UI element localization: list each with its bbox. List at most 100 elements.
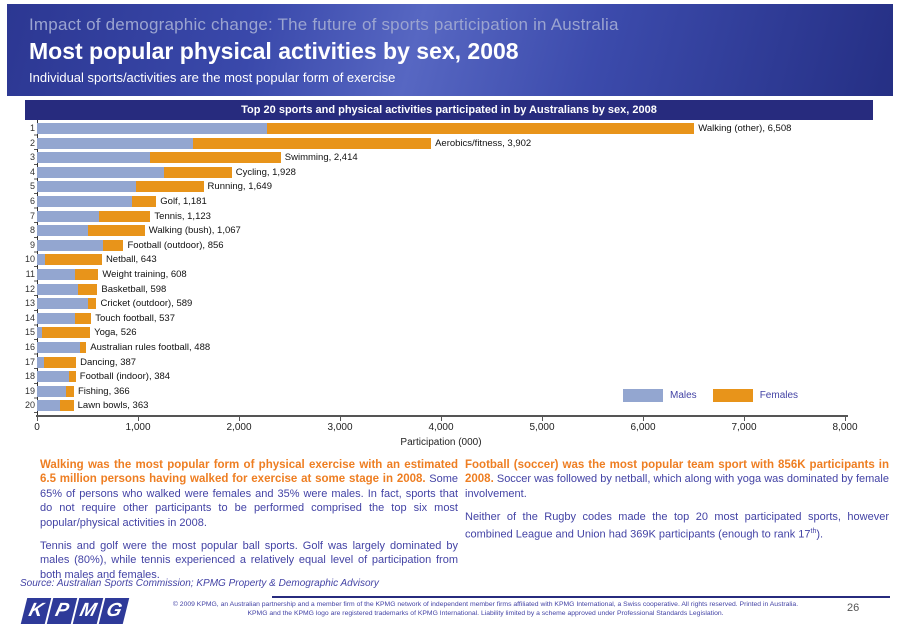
- source-note: Source: Australian Sports Commission; KP…: [20, 578, 379, 589]
- chart-row: 14 Touch football, 537: [25, 311, 873, 326]
- stacked-bar: Basketball, 598: [37, 283, 166, 295]
- bar-segment-males: [37, 341, 81, 353]
- bar-segment-females: [45, 254, 102, 266]
- legend-females-label: Females: [759, 390, 799, 401]
- legend-males-swatch: [623, 389, 663, 402]
- bar-chart: Top 20 sports and physical activities pa…: [25, 100, 873, 452]
- rank-label: 13: [25, 298, 36, 309]
- right-paragraph-1: Football (soccer) was the most popular t…: [465, 458, 889, 501]
- bar-value-label: Australian rules football, 488: [90, 341, 211, 353]
- bar-segment-females: [132, 195, 157, 207]
- stacked-bar: Aerobics/fitness, 3,902: [37, 137, 531, 149]
- rank-label: 12: [25, 283, 36, 294]
- rank-label: 17: [25, 356, 36, 367]
- x-tick-label: 3,000: [327, 422, 353, 433]
- bar-segment-females: [66, 385, 74, 397]
- bar-segment-males: [37, 298, 88, 310]
- bar-segment-males: [37, 152, 150, 164]
- y-axis-line: [37, 120, 38, 415]
- bar-value-label: Netball, 643: [105, 254, 157, 266]
- bar-segment-females: [87, 225, 145, 237]
- stacked-bar: Netball, 643: [37, 254, 157, 266]
- bar-value-label: Swimming, 2,414: [284, 152, 358, 164]
- bar-segment-females: [99, 210, 151, 222]
- ordinal-superscript: th: [810, 527, 817, 535]
- rank-label: 2: [29, 137, 35, 148]
- commentary: Walking was the most popular form of phy…: [40, 458, 890, 591]
- x-tick-mark: [37, 417, 38, 421]
- commentary-right-column: Football (soccer) was the most popular t…: [465, 458, 889, 591]
- rank-label: 19: [25, 385, 36, 396]
- chart-row: 13 Cricket (outdoor), 589: [25, 296, 873, 311]
- right-paragraph-1-rest: Soccer was followed by netball, which al…: [465, 473, 889, 500]
- chart-row: 5 Running, 1,649: [25, 179, 873, 194]
- bar-segment-females: [77, 283, 98, 295]
- bar-value-label: Weight training, 608: [102, 268, 187, 280]
- x-tick-label: 4,000: [428, 422, 454, 433]
- rank-label: 6: [29, 195, 35, 206]
- left-paragraph-2: Tennis and golf were the most popular ba…: [40, 540, 458, 581]
- bar-value-label: Golf, 1,181: [160, 195, 207, 207]
- bar-value-label: Walking (bush), 1,067: [148, 225, 241, 237]
- bar-segment-females: [80, 341, 87, 353]
- bar-segment-males: [37, 166, 164, 178]
- x-tick-mark: [340, 417, 341, 421]
- chart-row: 9 Football (outdoor), 856: [25, 238, 873, 253]
- chart-row: 19 Fishing, 366: [25, 384, 873, 399]
- chart-row: 17 Dancing, 387: [25, 355, 873, 370]
- bar-segment-males: [37, 283, 78, 295]
- x-tick-label: 0: [34, 422, 40, 433]
- rank-label: 18: [25, 371, 36, 382]
- bar-segment-males: [37, 123, 268, 134]
- bar-value-label: Lawn bowls, 363: [77, 400, 149, 412]
- stacked-bar: Weight training, 608: [37, 268, 187, 280]
- chart-row: 3 Swimming, 2,414: [25, 150, 873, 165]
- bar-value-label: Tennis, 1,123: [154, 210, 211, 222]
- rank-label: 3: [29, 152, 35, 163]
- stacked-bar: Cricket (outdoor), 589: [37, 298, 192, 310]
- x-tick-mark: [239, 417, 240, 421]
- bar-segment-males: [37, 239, 104, 251]
- chart-row: 15 Yoga, 526: [25, 325, 873, 340]
- chart-rows: 1 Walking (other), 6,508 2 Aerobics/fitness…: [25, 121, 873, 413]
- bar-segment-males: [37, 137, 193, 149]
- rank-label: 16: [25, 341, 36, 352]
- bar-segment-males: [37, 210, 100, 222]
- chart-row: 16 Australian rules football, 488: [25, 340, 873, 355]
- chart-plot-area: 1 Walking (other), 6,508 2 Aerobics/fitness…: [25, 120, 873, 452]
- y-axis-ticks: [34, 121, 37, 414]
- bar-value-label: Walking (other), 6,508: [698, 123, 792, 134]
- x-tick-label: 8,000: [832, 422, 858, 433]
- stacked-bar: Cycling, 1,928: [37, 166, 296, 178]
- bar-value-label: Football (outdoor), 856: [127, 239, 224, 251]
- chart-title: Top 20 sports and physical activities pa…: [25, 100, 873, 120]
- bar-segment-females: [267, 123, 695, 134]
- right-lead-sentence: Football (soccer) was the most popular t…: [465, 459, 889, 486]
- x-tick-label: 7,000: [731, 422, 757, 433]
- bar-value-label: Football (indoor), 384: [79, 371, 171, 383]
- bar-value-label: Running, 1,649: [207, 181, 272, 193]
- bar-segment-females: [68, 371, 76, 383]
- x-tick-label: 2,000: [226, 422, 252, 433]
- bar-segment-males: [37, 195, 133, 207]
- bar-value-label: Yoga, 526: [94, 327, 137, 339]
- stacked-bar: Yoga, 526: [37, 327, 137, 339]
- header-subtitle: Individual sports/activities are the mos…: [29, 70, 396, 85]
- chart-row: 6 Golf, 1,181: [25, 194, 873, 209]
- stacked-bar: Running, 1,649: [37, 181, 272, 193]
- footer-divider: [272, 596, 890, 598]
- stacked-bar: Walking (bush), 1,067: [37, 225, 241, 237]
- right-paragraph-2-close: ).: [816, 528, 824, 541]
- bar-segment-males: [37, 225, 88, 237]
- bar-segment-females: [149, 152, 281, 164]
- kpmg-logo-letter: G: [98, 598, 130, 624]
- stacked-bar: Football (indoor), 384: [37, 371, 171, 383]
- stacked-bar: Lawn bowls, 363: [37, 400, 149, 412]
- bar-segment-males: [37, 312, 75, 324]
- stacked-bar: Swimming, 2,414: [37, 152, 358, 164]
- x-tick-mark: [845, 417, 846, 421]
- stacked-bar: Football (outdoor), 856: [37, 239, 224, 251]
- header-kicker: Impact of demographic change: The future…: [29, 15, 619, 34]
- x-tick-mark: [138, 417, 139, 421]
